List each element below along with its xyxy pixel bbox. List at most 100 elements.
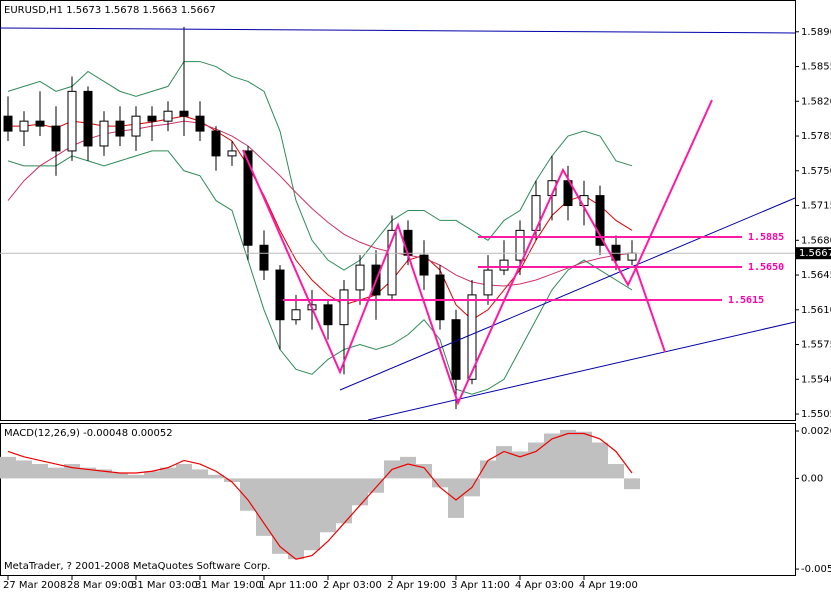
level-label: 1.5885 bbox=[748, 232, 784, 243]
y-tick-label: 1.5820 bbox=[801, 96, 831, 107]
candle-body bbox=[83, 90, 93, 147]
y-tick-label: 1.5855 bbox=[801, 62, 831, 73]
candle-body bbox=[35, 120, 45, 127]
macd-bar bbox=[128, 474, 144, 479]
candle-body bbox=[419, 254, 429, 276]
macd-bar bbox=[80, 467, 96, 479]
macd-bar bbox=[160, 467, 176, 479]
macd-bar bbox=[256, 478, 272, 536]
candle-body bbox=[67, 90, 77, 152]
indicator-line bbox=[7, 61, 633, 271]
y-tick-label: 1.5610 bbox=[801, 305, 831, 316]
main-pane bbox=[0, 0, 796, 421]
candle-body bbox=[131, 115, 141, 137]
macd-bar bbox=[320, 478, 336, 533]
macd-bar bbox=[272, 478, 288, 554]
macd-bar bbox=[144, 471, 160, 479]
y-tick-label: 1.5785 bbox=[801, 131, 831, 142]
candle-body bbox=[179, 110, 189, 117]
macd-bar bbox=[352, 478, 368, 506]
x-tick-label: 31 Mar 03:00 bbox=[131, 580, 198, 591]
drawn-objects bbox=[0, 27, 796, 421]
candle-body bbox=[595, 195, 605, 246]
candle-body bbox=[99, 120, 109, 147]
macd-bar bbox=[336, 478, 352, 524]
macd-title: MACD(12,26,9) -0.00048 0.00052 bbox=[4, 428, 173, 439]
candle-body bbox=[403, 229, 413, 256]
macd-bar bbox=[208, 474, 224, 479]
macd-bar bbox=[432, 478, 448, 488]
macd-bar bbox=[624, 478, 640, 490]
y-tick-label: 1.5645 bbox=[801, 270, 831, 281]
macd-bar bbox=[400, 456, 416, 479]
candle-body bbox=[51, 125, 61, 152]
x-tick-label: 28 Mar 09:00 bbox=[67, 580, 134, 591]
macd-pane bbox=[0, 423, 796, 576]
level-label: 1.5615 bbox=[728, 295, 764, 306]
candle-body bbox=[515, 229, 525, 261]
candle-body bbox=[19, 120, 29, 132]
x-tick-label: 2 Apr 03:00 bbox=[323, 580, 382, 591]
macd-bar bbox=[96, 469, 112, 479]
y-tick-label: 1.5680 bbox=[801, 235, 831, 246]
chart-title: EURUSD,H1 1.5673 1.5678 1.5663 1.5667 bbox=[4, 5, 216, 16]
macd-bar bbox=[416, 464, 432, 479]
macd-bar bbox=[592, 442, 608, 479]
candle-body bbox=[467, 294, 477, 380]
trend-line bbox=[339, 197, 796, 391]
y-tick-label: 1.5750 bbox=[801, 166, 831, 177]
candle-body bbox=[115, 120, 125, 137]
y-tick-label: 1.5575 bbox=[801, 340, 831, 351]
x-tick-label: 2 Apr 19:00 bbox=[387, 580, 446, 591]
macd-bar bbox=[512, 451, 528, 479]
indicator-line bbox=[8, 115, 633, 321]
macd-bar bbox=[528, 442, 544, 479]
macd-bar bbox=[32, 464, 48, 479]
candle-body bbox=[435, 274, 445, 321]
copyright: MetaTrader, ? 2001-2008 MetaQuotes Softw… bbox=[4, 561, 270, 572]
macd-bar bbox=[176, 464, 192, 479]
macd-bar bbox=[192, 469, 208, 479]
price-tag-bg bbox=[796, 247, 831, 260]
x-tick-label: 27 Mar 2008 bbox=[3, 580, 66, 591]
macd-bar bbox=[576, 431, 592, 479]
candle-body bbox=[483, 269, 493, 296]
projection bbox=[635, 99, 713, 269]
candle-body bbox=[243, 150, 253, 246]
macd-bar bbox=[0, 456, 16, 479]
x-tick-label: 1 Apr 11:00 bbox=[259, 580, 318, 591]
macd-bar bbox=[544, 433, 560, 479]
candle-body bbox=[291, 309, 301, 321]
x-tick-label: 4 Apr 19:00 bbox=[579, 580, 638, 591]
zigzag bbox=[242, 149, 666, 406]
macd-bar bbox=[608, 464, 624, 479]
candle-body bbox=[275, 269, 285, 321]
y-tick-label: 0.00 bbox=[801, 473, 823, 484]
x-tick-label: 31 Mar 19:00 bbox=[195, 580, 262, 591]
macd-bar bbox=[480, 460, 496, 479]
candle-body bbox=[259, 244, 269, 271]
price-tag: 1.5667 bbox=[799, 248, 831, 259]
macd-bar bbox=[288, 478, 304, 560]
indicator-line bbox=[7, 120, 633, 287]
trend-line bbox=[0, 27, 796, 34]
x-tick-label: 4 Apr 03:00 bbox=[515, 580, 574, 591]
candle-body bbox=[227, 150, 237, 157]
candle-body bbox=[195, 115, 205, 132]
candle-body bbox=[355, 264, 365, 291]
candle-body bbox=[323, 304, 333, 326]
y-tick-label: 1.5505 bbox=[801, 409, 831, 420]
y-tick-label: 1.5540 bbox=[801, 374, 831, 385]
macd-bar bbox=[304, 478, 320, 551]
level-label: 1.5650 bbox=[748, 262, 784, 273]
y-tick-label: 1.5715 bbox=[801, 201, 831, 212]
candle-body bbox=[499, 259, 509, 271]
candle-body bbox=[211, 130, 221, 157]
candle-body bbox=[387, 229, 397, 296]
candle-body bbox=[3, 115, 13, 132]
macd-bar bbox=[560, 429, 576, 479]
candle-body bbox=[147, 115, 157, 122]
candle-body bbox=[627, 252, 637, 261]
y-tick-label: 1.5890 bbox=[801, 27, 831, 38]
